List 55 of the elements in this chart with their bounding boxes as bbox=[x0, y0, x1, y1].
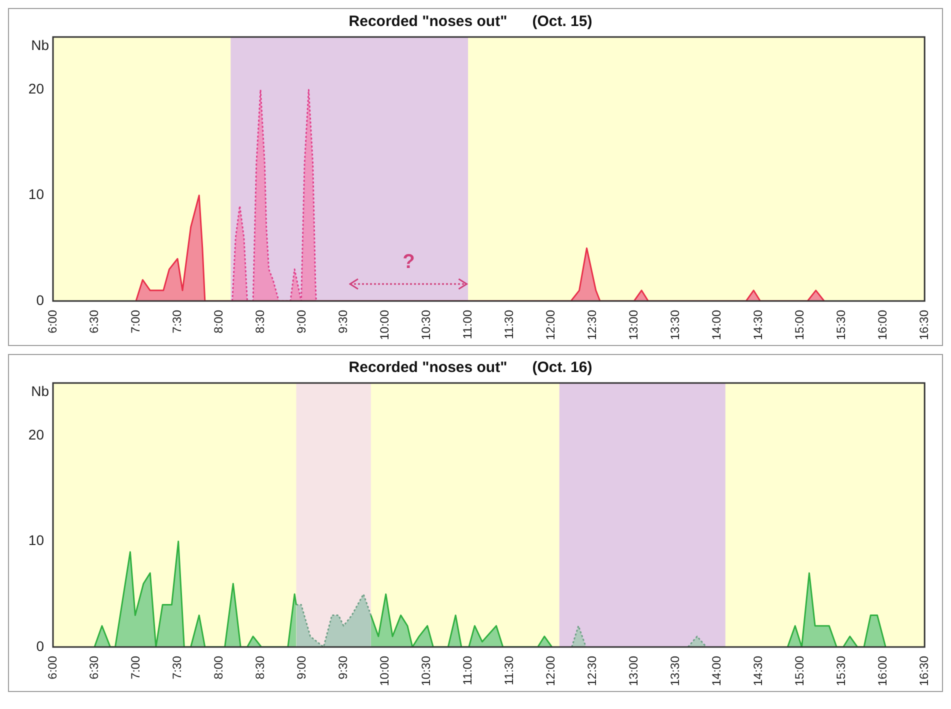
y-tick-label: 20 bbox=[28, 80, 44, 97]
chart-title: Recorded "noses out" (Oct. 15) bbox=[348, 13, 592, 30]
x-tick-label: 15:00 bbox=[792, 310, 806, 340]
x-tick-label: 9:00 bbox=[294, 310, 308, 334]
y-tick-label: 10 bbox=[28, 532, 44, 548]
x-tick-label: 16:30 bbox=[916, 656, 931, 686]
x-tick-label: 12:00 bbox=[543, 656, 558, 686]
x-tick-label: 6:30 bbox=[86, 310, 101, 334]
x-tick-label: 16:00 bbox=[875, 656, 890, 686]
x-tick-label: 13:30 bbox=[668, 656, 682, 686]
x-tick-label: 9:30 bbox=[336, 310, 350, 334]
chart-title: Recorded "noses out" (Oct. 16) bbox=[348, 359, 592, 376]
x-tick-label: 8:30 bbox=[252, 310, 267, 334]
x-tick-label: 15:30 bbox=[834, 310, 848, 340]
annotation: ? bbox=[402, 250, 416, 274]
x-tick-label: 13:30 bbox=[668, 310, 682, 340]
x-tick-label: 8:00 bbox=[211, 656, 226, 680]
x-tick-label: 6:00 bbox=[45, 310, 60, 334]
x-tick-label: 12:30 bbox=[584, 656, 599, 686]
x-tick-label: 13:00 bbox=[626, 310, 640, 340]
y-axis-title: Nb bbox=[31, 36, 50, 53]
x-tick-label: 14:00 bbox=[709, 310, 724, 340]
x-tick-label: 10:00 bbox=[377, 310, 392, 340]
x-tick-label: 11:30 bbox=[502, 656, 516, 686]
y-tick-label: 20 bbox=[28, 426, 44, 443]
x-tick-label: 16:00 bbox=[875, 310, 890, 340]
x-tick-label: 7:00 bbox=[128, 310, 142, 334]
x-tick-label: 10:00 bbox=[377, 656, 392, 686]
x-tick-label: 14:00 bbox=[709, 656, 724, 686]
x-tick-label: 10:30 bbox=[418, 656, 433, 686]
x-tick-label: 16:30 bbox=[916, 310, 931, 340]
x-tick-label: 10:30 bbox=[418, 310, 433, 340]
x-tick-label: 7:30 bbox=[170, 656, 184, 680]
x-tick-label: 6:00 bbox=[45, 656, 60, 680]
x-tick-label: 15:00 bbox=[792, 656, 806, 686]
y-tick-label: 0 bbox=[36, 292, 44, 308]
x-tick-label: 12:30 bbox=[584, 310, 599, 340]
x-tick-label: 13:00 bbox=[626, 656, 640, 686]
x-tick-label: 7:00 bbox=[128, 656, 142, 680]
x-tick-label: 8:30 bbox=[252, 656, 267, 680]
y-tick-label: 0 bbox=[36, 638, 44, 654]
x-tick-label: 15:30 bbox=[834, 656, 848, 686]
x-tick-label: 11:00 bbox=[460, 656, 474, 686]
x-tick-label: 11:00 bbox=[460, 310, 474, 340]
x-tick-label: 11:30 bbox=[502, 310, 516, 340]
x-tick-label: 8:00 bbox=[211, 310, 226, 334]
y-axis-title: Nb bbox=[31, 382, 50, 399]
x-tick-label: 7:30 bbox=[170, 310, 184, 334]
x-tick-label: 6:30 bbox=[86, 656, 101, 680]
x-tick-label: 14:30 bbox=[750, 310, 765, 340]
x-tick-label: 14:30 bbox=[750, 656, 765, 686]
x-tick-label: 12:00 bbox=[543, 310, 558, 340]
x-tick-label: 9:00 bbox=[294, 656, 308, 680]
x-tick-label: 9:30 bbox=[336, 656, 350, 680]
y-tick-label: 10 bbox=[28, 186, 44, 202]
